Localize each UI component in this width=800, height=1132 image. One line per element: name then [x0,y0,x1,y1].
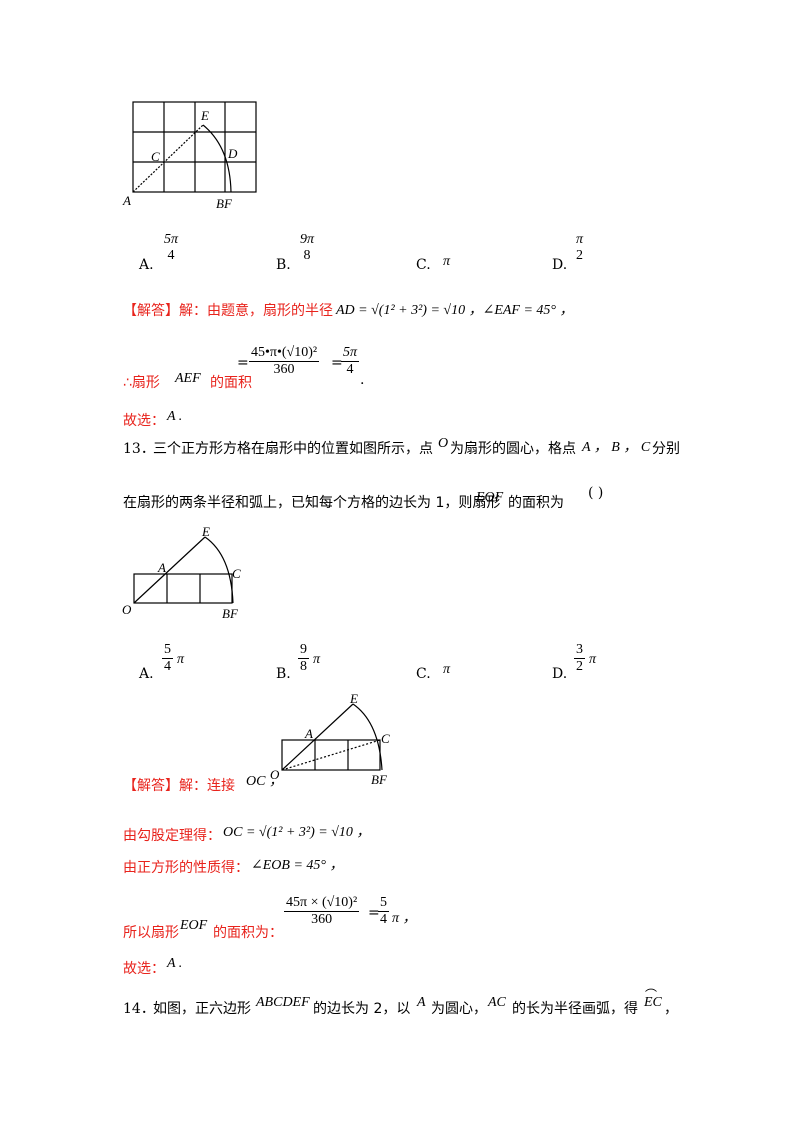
q13-solution-area-fraction: 45π × (√10)² 360 [284,895,360,927]
q14-number: 14． [123,1001,155,1017]
q13-text-part2: 为扇形的圆心，格点 [450,441,576,457]
figure-1-sector-grid: E C D A BF [122,101,257,211]
q12-solution-period: . [360,372,365,388]
q12-solution-line1: 【解答】解：由题意，扇形的半径 [123,303,333,319]
q12-option-a-letter: A. [139,257,154,273]
fig2-label-c: C [232,566,241,581]
q14-text-part2: 的边长为 2，以 [313,1001,411,1017]
q13-sector-var: EOF [476,490,504,505]
q13-solution-result-pi: π ， [392,911,417,926]
q13-solution-connect-oc: OC ， [246,774,283,789]
q13-option-c-letter: C. [416,666,431,682]
q14-text-part3: 为圆心， [431,1001,487,1017]
q13-answer-paren: ( ) [588,485,604,501]
q12-option-d-letter: D. [552,257,568,273]
q12-solution-choice-label: 故选： [123,413,165,429]
q13-solution-line4: 所以扇形 [123,925,179,941]
q12-option-b-letter: B. [276,257,291,273]
q13-text-part1: 三个正方形方格在扇形中的位置如图所示，点 [153,441,433,457]
q13-solution-line2: 由勾股定理得： [123,828,221,844]
q14-text-part1: 如图，正六边形 [153,1001,251,1017]
q13-solution-line3: 由正方形的性质得： [123,860,249,876]
q12-solution-area-fraction: 45•π•(√10)² 360 [249,345,320,377]
q12-option-a-fraction: 5π 4 [164,232,179,263]
figure-3-solution-diagram: E A C O BF [270,691,390,787]
q14-center-var: A [417,995,426,1010]
fig1-label-c: C [151,149,160,164]
q14-arc-label: EC [644,995,662,1010]
q13-solution-pythagoras: OC = √(1² + 3²) = √10 ， [223,825,371,840]
fig2-label-o: O [122,602,132,617]
q14-text-part5: ， [664,1001,678,1017]
q13-option-d-pi: π [589,652,597,667]
q12-option-c-letter: C. [416,257,431,273]
q12-option-b-fraction: 9π 8 [300,232,315,263]
q14-radius-var: AC [488,995,506,1010]
fig3-label-bf: BF [371,772,388,787]
q12-solution-equals-2: = [331,355,343,371]
q14-hexagon-var: ABCDEF [256,995,310,1010]
fig2-label-a: A [157,560,166,575]
fig3-label-o: O [270,767,280,782]
q13-solution-line1: 【解答】解：连接 [123,778,235,794]
q12-solution-sector-var: AEF [175,371,201,386]
q12-solution-equals: = [237,355,249,371]
q13-option-b-letter: B. [276,666,291,682]
q12-solution-area-label: 的面积 [210,375,252,391]
q12-option-c-value: π [443,254,451,269]
q12-solution-result-fraction: 5π 4 [341,345,360,377]
q14-arc-var: ⌒ EC [644,988,662,1010]
q13-point-o: O [438,436,449,451]
q14-text-part4: 的长为半径画弧，得 [512,1001,638,1017]
q13-option-c-value: π [443,662,451,677]
q13-option-a-letter: A. [139,666,154,682]
fig1-label-a: A [122,193,131,208]
fig3-label-c: C [381,731,390,746]
q13-text-area: 的面积为 [508,495,564,511]
q13-solution-equals: = [368,905,380,921]
q12-solution-answer: A . [167,409,183,424]
fig2-label-bf: BF [222,606,239,621]
fig3-label-e: E [349,691,358,706]
fig1-label-d: D [227,146,238,161]
q13-text-line2: 在扇形的两条半径和弧上，已知每个方格的边长为 1，则扇形 [123,495,501,511]
q13-solution-area-label: 的面积为： [213,925,283,941]
figure-2-sector-squares: E A C O BF [122,524,241,621]
q13-solution-angle: ∠EOB = 45° ， [251,858,344,873]
fig3-label-a: A [304,726,313,741]
fig1-label-bf: BF [216,196,233,211]
q12-solution-therefore: ∴扇形 [123,375,160,391]
q13-grid-points: A ， B ， C [582,440,651,455]
q13-solution-sector-var: EOF [180,918,208,933]
q13-option-d-letter: D. [552,666,568,682]
fig1-label-e: E [200,108,209,123]
q13-option-b-pi: π [313,652,321,667]
q13-option-a-pi: π [177,652,185,667]
q13-solution-choice-label: 故选： [123,961,165,977]
fig2-label-e: E [201,524,210,539]
q13-solution-answer: A . [167,956,183,971]
q13-number: 13． [123,441,155,457]
q13-text-part3: 分别 [652,441,680,457]
q12-solution-radius-formula: AD = √(1² + 3²) = √10 ，∠EAF = 45° ， [336,303,574,318]
